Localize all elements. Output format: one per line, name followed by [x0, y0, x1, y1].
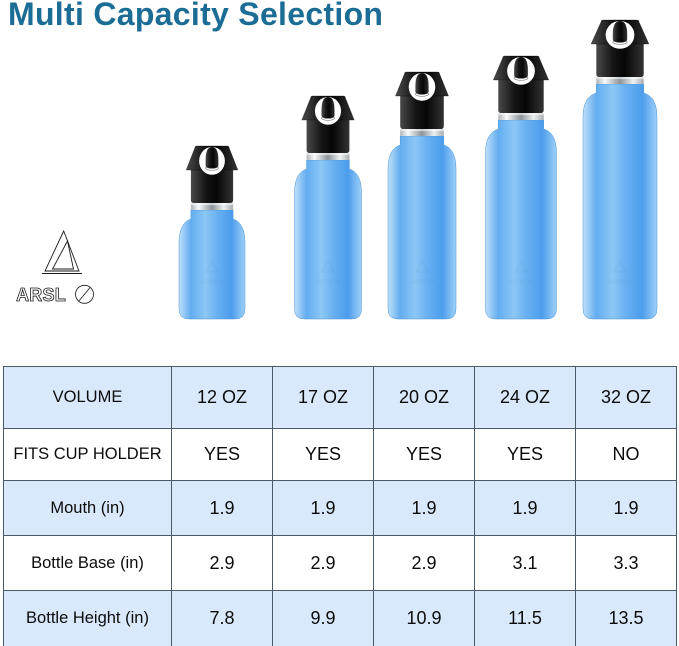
- svg-text:ARSLO: ARSLO: [608, 279, 633, 286]
- svg-text:ARSL: ARSL: [16, 285, 66, 305]
- svg-text:ARSLO: ARSLO: [316, 279, 341, 286]
- svg-text:ARSLO: ARSLO: [410, 279, 435, 286]
- svg-text:ARSLO: ARSLO: [200, 279, 225, 286]
- svg-text:ARSLO: ARSLO: [509, 279, 534, 286]
